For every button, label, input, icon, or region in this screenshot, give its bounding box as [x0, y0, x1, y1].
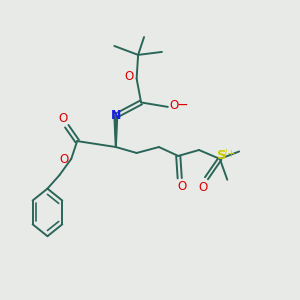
- Text: −: −: [176, 98, 188, 112]
- Text: O: O: [170, 99, 179, 112]
- Text: S: S: [217, 149, 226, 162]
- Text: O: O: [58, 112, 68, 125]
- Text: O: O: [199, 181, 208, 194]
- Polygon shape: [114, 116, 118, 147]
- Text: O: O: [178, 180, 187, 193]
- Text: O: O: [124, 70, 134, 83]
- Text: N: N: [111, 109, 121, 122]
- Text: /+: /+: [224, 149, 235, 160]
- Text: O: O: [59, 153, 68, 166]
